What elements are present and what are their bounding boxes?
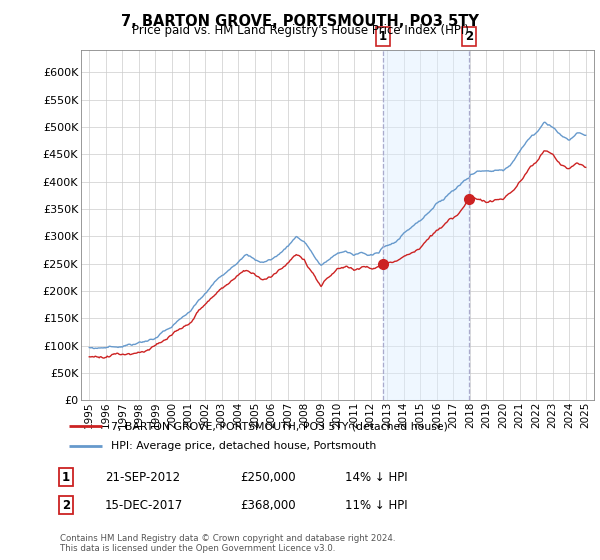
Text: 1: 1 — [62, 470, 70, 484]
Text: 2: 2 — [62, 498, 70, 512]
Text: HPI: Average price, detached house, Portsmouth: HPI: Average price, detached house, Port… — [112, 441, 377, 451]
Text: 21-SEP-2012: 21-SEP-2012 — [105, 470, 180, 484]
Text: 15-DEC-2017: 15-DEC-2017 — [105, 498, 183, 512]
Text: Price paid vs. HM Land Registry's House Price Index (HPI): Price paid vs. HM Land Registry's House … — [131, 24, 469, 36]
Text: £250,000: £250,000 — [240, 470, 296, 484]
Text: 7, BARTON GROVE, PORTSMOUTH, PO3 5TY (detached house): 7, BARTON GROVE, PORTSMOUTH, PO3 5TY (de… — [112, 421, 448, 431]
Text: 14% ↓ HPI: 14% ↓ HPI — [345, 470, 407, 484]
Text: 11% ↓ HPI: 11% ↓ HPI — [345, 498, 407, 512]
Text: Contains HM Land Registry data © Crown copyright and database right 2024.
This d: Contains HM Land Registry data © Crown c… — [60, 534, 395, 553]
Text: £368,000: £368,000 — [240, 498, 296, 512]
Text: 1: 1 — [379, 30, 387, 44]
Text: 7, BARTON GROVE, PORTSMOUTH, PO3 5TY: 7, BARTON GROVE, PORTSMOUTH, PO3 5TY — [121, 14, 479, 29]
Bar — [383, 50, 469, 400]
Text: 2: 2 — [465, 30, 473, 44]
